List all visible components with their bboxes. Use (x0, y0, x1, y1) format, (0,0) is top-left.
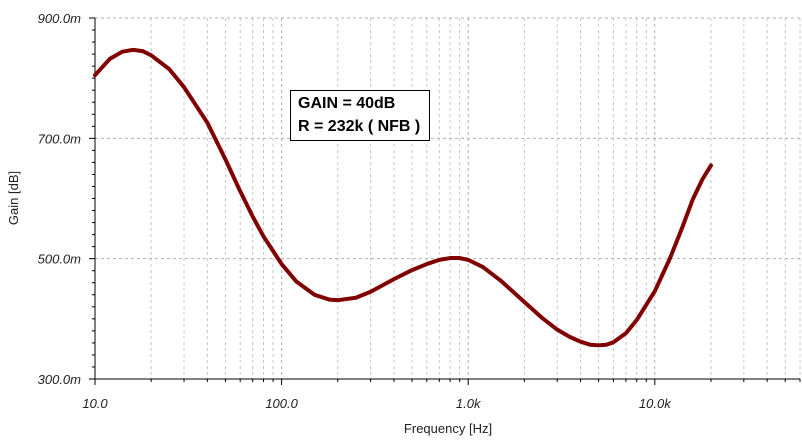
y-tick-labels: 300.0m 500.0m 700.0m 900.0m (38, 11, 82, 387)
x-tick-label: 100.0 (265, 396, 298, 411)
x-tick-label: 10.0 (82, 396, 108, 411)
x-tick-label: 10.0k (639, 396, 672, 411)
y-tick-label: 300.0m (38, 372, 82, 387)
annotation-box: GAIN = 40dB R = 232k ( NFB ) (290, 90, 431, 141)
y-axis-label: Gain [dB] (6, 171, 21, 225)
y-tick-label: 900.0m (38, 11, 82, 26)
annotation-gain: GAIN = 40dB (298, 95, 396, 112)
y-tick-label: 500.0m (38, 252, 82, 267)
gain-series-line (93, 47, 713, 348)
y-tick-label: 700.0m (38, 131, 82, 146)
axes-frame (89, 17, 801, 385)
x-tick-label: 1.0k (456, 396, 482, 411)
annotation-resistance: R = 232k ( NFB ) (298, 118, 421, 135)
x-tick-labels: 10.0 100.0 1.0k 10.0k (82, 396, 672, 411)
x-axis-label: Frequency [Hz] (404, 421, 492, 436)
series-group (93, 47, 713, 348)
grid-lines (94, 17, 801, 380)
